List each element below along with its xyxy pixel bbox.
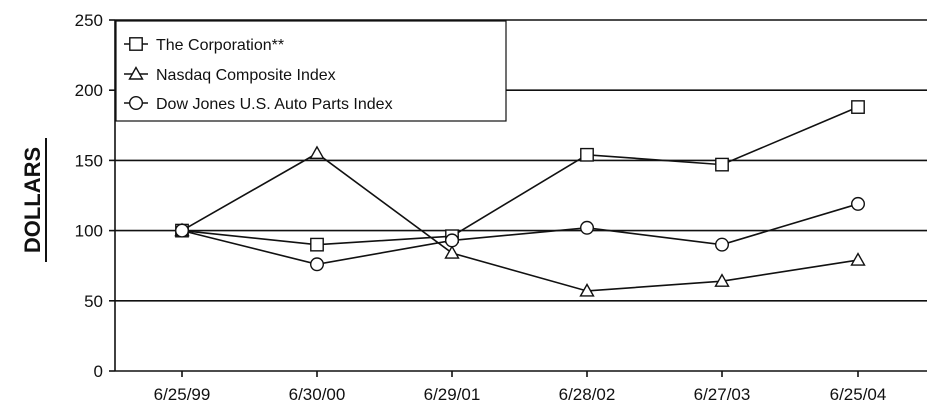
series-line-circle xyxy=(181,203,859,266)
legend-label: Nasdaq Composite Index xyxy=(156,67,336,84)
data-point-circle xyxy=(310,257,325,272)
x-tick-label: 6/28/02 xyxy=(559,385,616,404)
data-point-triangle xyxy=(714,273,730,287)
data-point-circle xyxy=(715,237,730,252)
legend-label: Dow Jones U.S. Auto Parts Index xyxy=(156,96,393,113)
data-point-square xyxy=(715,157,729,172)
data-point-square xyxy=(310,237,324,252)
x-tick-labels: 6/25/99 6/30/00 6/29/01 6/28/02 6/27/03 6/25/… xyxy=(154,385,887,404)
data-point-square xyxy=(580,147,594,162)
x-tick-label: 6/25/99 xyxy=(154,385,211,404)
legend-box xyxy=(115,20,507,122)
y-tick-label: 200 xyxy=(75,81,103,100)
legend-marker-circle xyxy=(128,95,143,110)
data-point-circle xyxy=(580,220,595,235)
y-axis-label: DOLLARS xyxy=(20,147,45,253)
x-tick-label: 6/25/04 xyxy=(830,385,887,404)
series-line-square xyxy=(181,106,859,246)
data-point-triangle xyxy=(309,145,325,160)
y-tick-label: 250 xyxy=(75,11,103,30)
x-tick-label: 6/29/01 xyxy=(424,385,481,404)
grid-lines xyxy=(109,19,927,377)
data-point-triangle xyxy=(850,252,866,266)
data-point-circle xyxy=(851,196,866,211)
series-line-triangle xyxy=(181,152,859,292)
y-tick-label: 0 xyxy=(94,362,103,381)
y-tick-label: 150 xyxy=(75,151,103,170)
legend-marker-triangle xyxy=(128,66,144,80)
legend-marker-square xyxy=(129,37,143,51)
series-lines xyxy=(181,106,859,292)
x-tick-label: 6/27/03 xyxy=(694,385,751,404)
y-tick-label: 50 xyxy=(84,292,103,311)
legend: The Corporation** Nasdaq Composite Index D… xyxy=(115,20,507,122)
data-point-triangle xyxy=(444,245,460,259)
x-tick-label: 6/30/00 xyxy=(289,385,346,404)
data-point-circle xyxy=(445,233,460,248)
y-tick-label: 100 xyxy=(75,222,103,241)
y-tick-labels: 0 50 100 150 200 250 xyxy=(75,11,103,381)
data-point-triangle xyxy=(579,283,595,297)
data-point-square xyxy=(851,100,865,114)
data-point-circle xyxy=(174,223,189,238)
legend-label: The Corporation** xyxy=(156,37,284,54)
series-markers xyxy=(174,100,866,297)
